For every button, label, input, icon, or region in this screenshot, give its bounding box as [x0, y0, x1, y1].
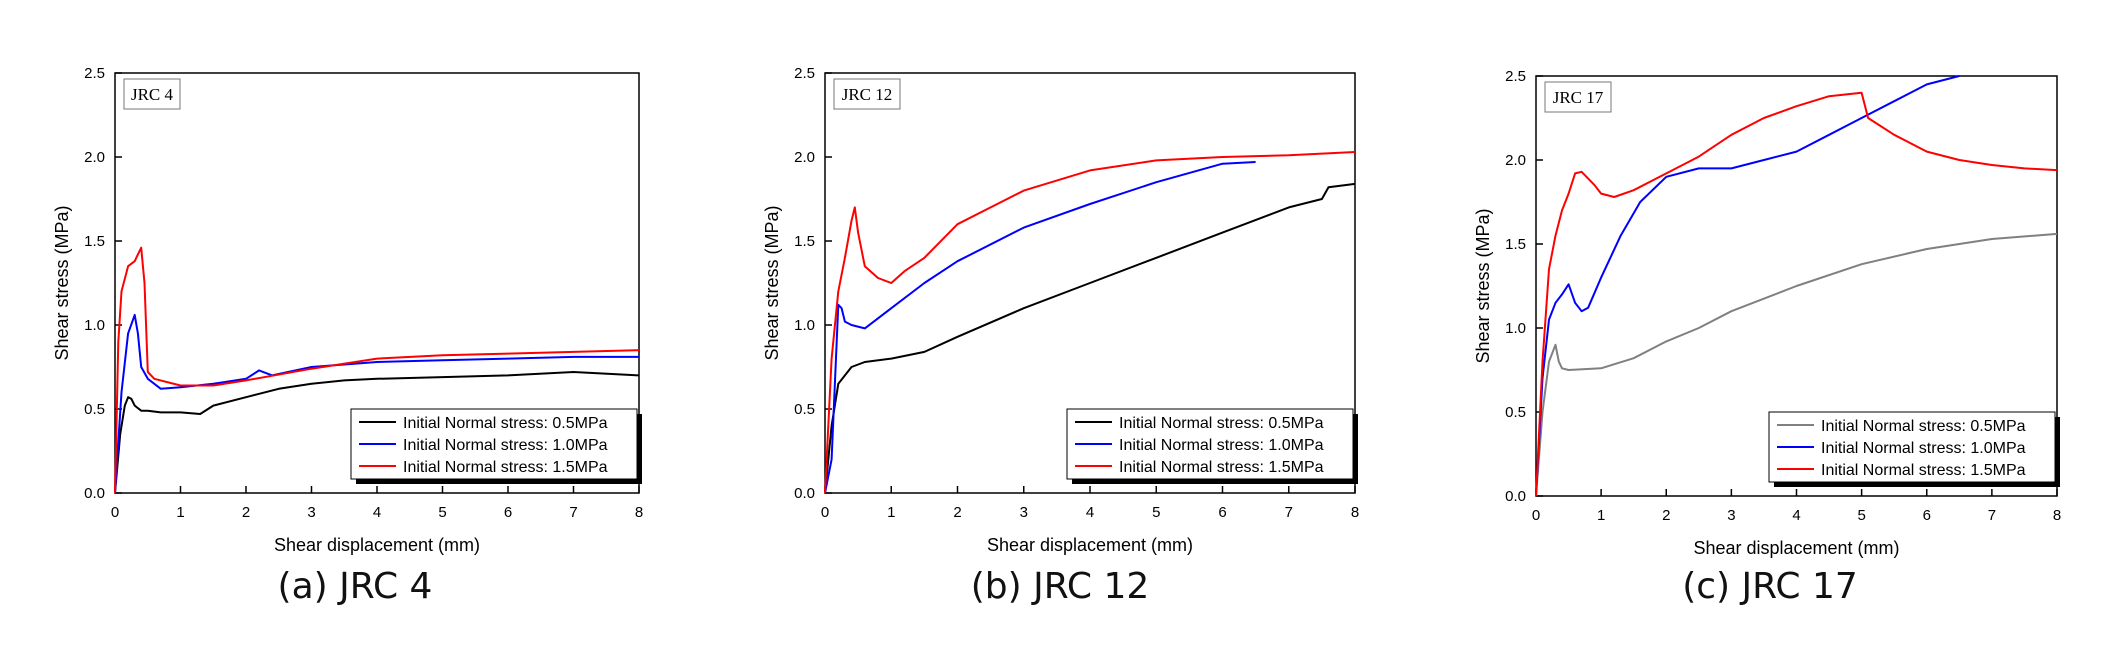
- panel-caption: (b) JRC 12: [971, 566, 1150, 607]
- series-line-2: [1535, 75, 1960, 497]
- series-line-1: [824, 182, 1356, 494]
- legend-entry: Initial Normal stress: 1.5MPa: [1821, 462, 2026, 479]
- y-axis-label: Shear stress (MPa): [52, 205, 72, 360]
- y-tick-label: 1.0: [794, 317, 815, 334]
- x-tick-label: 7: [1988, 507, 1996, 524]
- y-tick-label: 0.5: [794, 401, 815, 418]
- x-tick-label: 4: [1086, 504, 1094, 521]
- y-tick-label: 2.0: [84, 149, 105, 166]
- panel-3: 0 1 2 3 4 5 6 7 8 0.0 0.5 1.0 1.5 2.0 2.5 Shear displac…: [1473, 68, 2061, 607]
- y-tick-label: 0.5: [84, 401, 105, 418]
- series-line-3: [824, 151, 1356, 494]
- y-tick-label: 2.5: [1505, 68, 1526, 85]
- y-tick-label: 0.0: [1505, 488, 1526, 505]
- panel-label: JRC 12: [842, 85, 893, 104]
- series-line-3: [114, 246, 640, 494]
- legend-entry: Initial Normal stress: 1.0MPa: [1821, 440, 2026, 457]
- legend-entry: Initial Normal stress: 1.5MPa: [403, 459, 608, 476]
- y-tick-label: 2.5: [84, 65, 105, 82]
- panel-caption: (a) JRC 4: [278, 566, 433, 607]
- panel-label: JRC 4: [131, 85, 174, 104]
- x-tick-label: 1: [887, 504, 895, 521]
- x-tick-label: 7: [1285, 504, 1293, 521]
- legend-entry: Initial Normal stress: 1.5MPa: [1119, 459, 1324, 476]
- y-axis-label: Shear stress (MPa): [762, 205, 782, 360]
- x-tick-label: 8: [2053, 507, 2061, 524]
- x-tick-label: 8: [635, 504, 643, 521]
- legend-entry: Initial Normal stress: 1.0MPa: [403, 437, 608, 454]
- series-line-2: [824, 161, 1256, 494]
- y-tick-label: 0.0: [84, 485, 105, 502]
- x-tick-label: 1: [176, 504, 184, 521]
- x-axis-label: Shear displacement (mm): [274, 535, 480, 555]
- legend-box: [350, 408, 638, 480]
- y-tick-label: 0.5: [1505, 404, 1526, 421]
- y-axis-label: Shear stress (MPa): [1473, 208, 1493, 363]
- legend-box: [1066, 408, 1354, 480]
- x-tick-label: 0: [1532, 507, 1540, 524]
- x-tick-label: 1: [1597, 507, 1605, 524]
- x-tick-label: 4: [373, 504, 381, 521]
- x-axis-label: Shear displacement (mm): [987, 535, 1193, 555]
- x-tick-label: 3: [307, 504, 315, 521]
- x-tick-label: 6: [504, 504, 512, 521]
- y-tick-label: 2.0: [1505, 152, 1526, 169]
- x-tick-label: 7: [569, 504, 577, 521]
- legend-entry: Initial Normal stress: 1.0MPa: [1119, 437, 1324, 454]
- y-tick-label: 1.0: [1505, 320, 1526, 337]
- series-line-3: [1535, 91, 2058, 497]
- panel-2: 0 1 2 3 4 5 6 7 8 0.0 0.5 1.0 1.5 2.0 2.5 Shear displac…: [762, 65, 1359, 607]
- y-tick-label: 2.0: [794, 149, 815, 166]
- x-tick-label: 6: [1923, 507, 1931, 524]
- panel-label-box: [1544, 81, 1612, 113]
- x-tick-label: 8: [1351, 504, 1359, 521]
- x-tick-label: 2: [953, 504, 961, 521]
- series-line-1: [1535, 232, 2058, 497]
- x-tick-label: 0: [111, 504, 119, 521]
- x-tick-label: 5: [1152, 504, 1160, 521]
- y-tick-label: 1.5: [1505, 236, 1526, 253]
- y-tick-label: 2.5: [794, 65, 815, 82]
- x-tick-label: 5: [1857, 507, 1865, 524]
- y-tick-label: 1.5: [794, 233, 815, 250]
- panel-label: JRC 17: [1553, 88, 1604, 107]
- x-tick-label: 2: [242, 504, 250, 521]
- y-tick-label: 1.5: [84, 233, 105, 250]
- panel-caption: (c) JRC 17: [1682, 566, 1858, 607]
- x-tick-label: 6: [1218, 504, 1226, 521]
- x-tick-label: 3: [1020, 504, 1028, 521]
- panel-label-box: [833, 78, 901, 110]
- panel-1: 0 1 2 3 4 5 6 7 8 0.0 0.5 1.0 1.5 2.0 2.5 Shear displac…: [52, 65, 643, 607]
- y-tick-label: 0.0: [794, 485, 815, 502]
- x-tick-label: 3: [1727, 507, 1735, 524]
- legend-entry: Initial Normal stress: 0.5MPa: [403, 415, 608, 432]
- x-tick-label: 4: [1792, 507, 1800, 524]
- y-tick-label: 1.0: [84, 317, 105, 334]
- x-tick-label: 0: [821, 504, 829, 521]
- legend-entry: Initial Normal stress: 0.5MPa: [1119, 415, 1324, 432]
- legend-box: [1768, 411, 2056, 483]
- x-axis-label: Shear displacement (mm): [1693, 538, 1899, 558]
- x-tick-label: 2: [1662, 507, 1670, 524]
- series-line-1: [114, 371, 640, 494]
- panel-label-box: [123, 78, 181, 110]
- x-tick-label: 5: [438, 504, 446, 521]
- legend-entry: Initial Normal stress: 0.5MPa: [1821, 418, 2026, 435]
- series-line-2: [114, 313, 639, 494]
